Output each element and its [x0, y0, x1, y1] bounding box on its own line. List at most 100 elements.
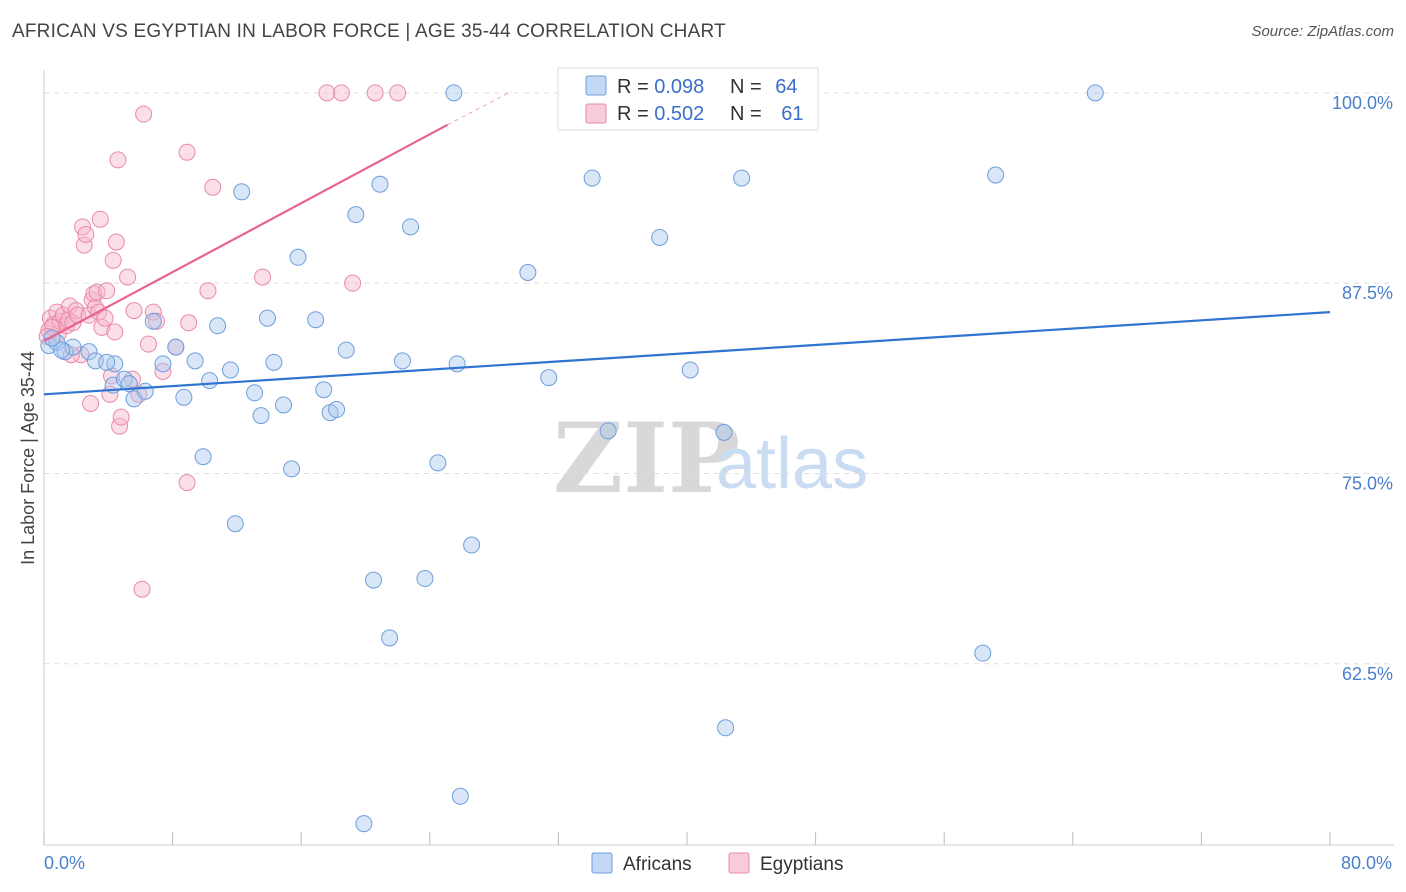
africans-point: [315, 381, 333, 399]
legend-r-value: 0.502: [654, 103, 704, 125]
y-tick-label: 75.0%: [1342, 473, 1393, 493]
africans-trend-line: [43, 310, 1331, 396]
legend-n-africans: N = 64: [730, 76, 798, 98]
africans-point: [252, 407, 270, 425]
egyptians-point: [199, 282, 217, 300]
africans-point: [144, 312, 162, 330]
egyptians-point: [96, 309, 114, 327]
egyptians-trend-line: [43, 123, 449, 342]
africans-point: [64, 338, 82, 356]
africans-point: [519, 264, 537, 282]
africans-point: [53, 341, 71, 359]
legend-row-egyptians: R = 0.502: [617, 103, 704, 125]
egyptians-point: [133, 580, 151, 598]
egyptians-point: [75, 236, 93, 254]
series-legend-africans[interactable]: Africans: [623, 854, 692, 875]
legend-n-label: N =: [730, 76, 767, 98]
africans-point: [733, 169, 751, 187]
watermark-atlas: atlas: [716, 424, 868, 504]
egyptians-point: [125, 302, 143, 320]
legend-swatch-egyptians: [585, 103, 607, 124]
legend-n-egyptians: N = 61: [730, 103, 804, 125]
egyptians-point: [144, 303, 162, 321]
africans-point: [258, 309, 276, 327]
africans-point: [416, 570, 434, 588]
y-axis-label: In Labor Force | Age 35-44: [18, 351, 38, 565]
africans-point: [974, 644, 992, 662]
africans-point: [209, 317, 227, 335]
africans-point: [463, 536, 481, 554]
gridlines: [44, 92, 1394, 665]
egyptians-point: [344, 274, 362, 292]
egyptians-point: [98, 282, 116, 300]
series-legend-egyptians[interactable]: Egyptians: [760, 854, 843, 875]
africans-point: [43, 329, 61, 347]
legend-row-africans: R = 0.098: [617, 76, 704, 98]
africans-point: [80, 343, 98, 361]
egyptians-point: [77, 225, 95, 243]
africans-point: [451, 787, 469, 805]
series-legend-swatch-africans[interactable]: [591, 852, 613, 874]
source-credit: Source: ZipAtlas.com: [1251, 23, 1394, 40]
egyptians-point: [91, 210, 109, 228]
africans-point: [337, 341, 355, 359]
africans-point: [448, 355, 466, 373]
africans-point: [275, 396, 293, 414]
series-legend-swatch-egyptians[interactable]: [728, 852, 750, 874]
legend-r-label: R =: [617, 103, 654, 125]
africans-point: [393, 352, 411, 370]
egyptians-point: [318, 84, 336, 102]
y-tick-label: 100.0%: [1332, 93, 1393, 113]
series-legend: Africans Egyptians: [591, 852, 843, 875]
axes: [43, 70, 1394, 846]
africans-point: [371, 175, 389, 193]
africans-point: [186, 352, 204, 370]
africans-point: [307, 311, 325, 329]
y-tick-label: 62.5%: [1342, 664, 1393, 684]
egyptians-point: [139, 335, 157, 353]
egyptians-point: [107, 233, 125, 251]
trend-lines: [43, 90, 1331, 396]
africans-point: [987, 166, 1005, 184]
africans-point: [381, 629, 399, 647]
africans-point: [540, 369, 558, 387]
africans-point: [1086, 84, 1104, 102]
legend-r-label: R =: [617, 76, 654, 98]
africans-point: [221, 361, 239, 379]
africans-point: [136, 382, 154, 400]
africans-point: [175, 388, 193, 406]
africans-point: [115, 370, 133, 388]
legend-n-value: 64: [775, 76, 797, 98]
africans-point: [583, 169, 601, 187]
africans-point: [289, 248, 307, 266]
africans-point: [246, 384, 264, 402]
africans-point: [167, 338, 185, 356]
egyptians-point: [178, 474, 196, 492]
africans-point: [265, 353, 283, 371]
egyptians-point: [254, 268, 272, 286]
correlation-legend: R = 0.098 N = 64 R = 0.502 N = 61: [557, 67, 819, 131]
africans-points: [40, 84, 1104, 833]
egyptians-point: [93, 318, 111, 336]
africans-point: [283, 460, 301, 478]
egyptians-point: [82, 394, 100, 412]
egyptians-point: [109, 151, 127, 169]
africans-point: [201, 372, 219, 390]
egyptians-points: [38, 84, 407, 598]
egyptians-point: [104, 251, 122, 269]
x-tick-marks: [43, 832, 1331, 845]
africans-point: [715, 423, 733, 441]
legend-n-label: N =: [730, 103, 767, 125]
africans-point: [365, 571, 383, 589]
africans-point: [154, 355, 172, 373]
africans-point: [429, 454, 447, 472]
y-tick-label: 87.5%: [1342, 283, 1393, 303]
africans-point: [402, 218, 420, 236]
africans-point: [347, 206, 365, 224]
egyptians-point: [389, 84, 407, 102]
africans-point: [445, 84, 463, 102]
egyptians-point: [180, 314, 198, 332]
africans-point: [651, 228, 669, 246]
africans-point: [233, 183, 251, 201]
